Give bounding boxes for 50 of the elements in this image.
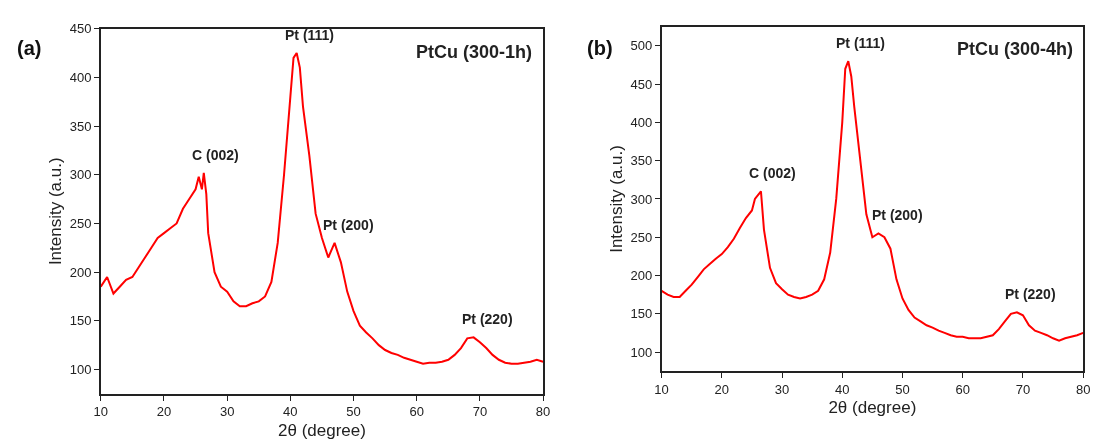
y-tick-label: 150: [630, 306, 653, 322]
text: (b): [587, 37, 613, 59]
annotation: Pt (111): [285, 27, 335, 43]
y-tick-label: 350: [69, 118, 92, 134]
x-tick-label: 40: [835, 381, 850, 397]
x-tick-label: 60: [955, 381, 970, 397]
y-tick-label: 350: [630, 153, 653, 169]
y-tick-label: 250: [69, 215, 92, 231]
x-tick-label: 30: [219, 404, 235, 420]
y-tick-label: 400: [630, 114, 653, 130]
text: PtCu (300-1h): [416, 42, 533, 62]
x-tick-label: 40: [283, 404, 298, 420]
x-tick-label: 50: [895, 381, 910, 397]
x-tick-label: 70: [1015, 381, 1031, 397]
x-tick-label: 80: [1075, 381, 1091, 397]
line-series: [661, 60, 1084, 342]
annotation: C (002): [192, 147, 239, 163]
y-tick-label: 200: [630, 268, 653, 284]
annotation: Pt (200): [872, 207, 923, 223]
annotation: Pt (220): [1005, 286, 1056, 302]
y-tick-label: 450: [630, 76, 653, 92]
annotation: Pt (111): [836, 35, 886, 51]
text: PtCu (300-4h): [957, 39, 1074, 59]
annotation: Pt (200): [323, 217, 374, 233]
x-tick-label: 80: [535, 404, 551, 420]
y-tick-label: 300: [630, 191, 653, 207]
y-tick-label: 400: [69, 69, 92, 85]
x-tick-label: 30: [774, 381, 790, 397]
y-tick-label: 100: [69, 362, 92, 378]
y-axis-title: Intensity (a.u.): [45, 157, 65, 266]
y-tick-label: 500: [630, 38, 653, 54]
text: (a): [17, 37, 42, 59]
x-tick-label: 20: [714, 381, 730, 397]
x-tick-label: 50: [346, 404, 361, 420]
x-axis-title: 2θ (degree): [828, 398, 917, 418]
x-tick-label: 10: [93, 404, 109, 420]
x-tick-label: 20: [156, 404, 172, 420]
y-tick-label: 250: [630, 229, 653, 245]
x-tick-label: 70: [472, 404, 488, 420]
annotation: Pt (220): [462, 311, 513, 327]
x-axis-title: 2θ (degree): [278, 421, 366, 441]
y-tick-label: 200: [69, 264, 92, 280]
annotation: C (002): [749, 165, 796, 181]
x-tick-label: 60: [409, 404, 424, 420]
y-tick-label: 100: [630, 344, 653, 360]
y-axis-title: Intensity (a.u.): [606, 145, 626, 253]
x-tick-label: 10: [654, 381, 669, 397]
y-tick-label: 450: [69, 21, 92, 37]
y-tick-label: 300: [69, 167, 92, 183]
y-tick-label: 150: [69, 313, 92, 329]
